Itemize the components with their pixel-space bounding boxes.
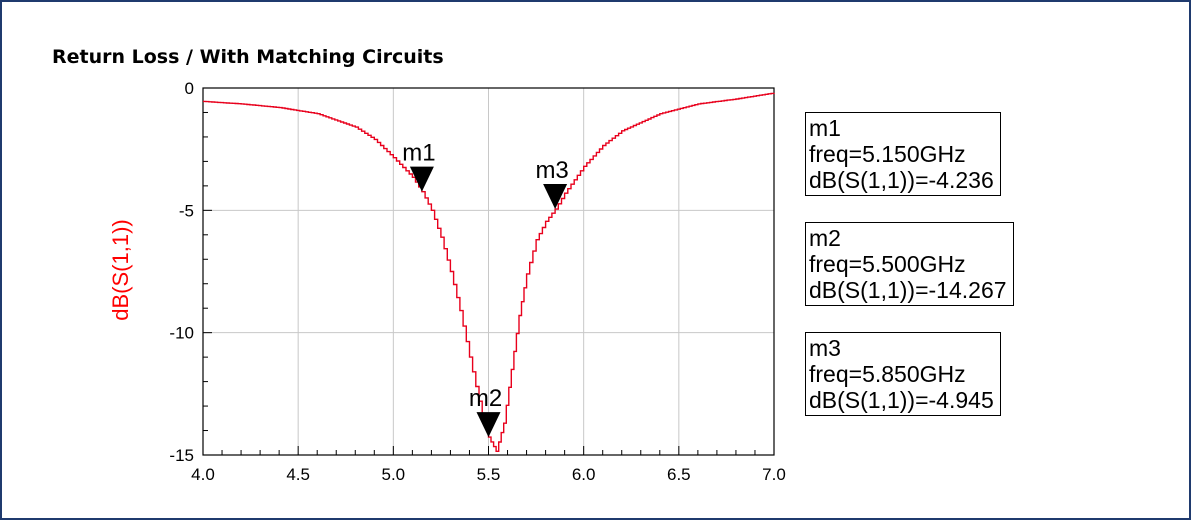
marker-layer: m1 m2 m3 [402,140,569,438]
marker-freq: freq=5.500GHz [809,251,966,277]
marker-box-m2: m2 freq=5.500GHz dB(S(1,1))=-14.267 [805,222,1014,306]
y-tick-label: -15 [169,446,194,465]
y-tick-label: -10 [169,324,194,343]
marker-label: m2 [469,385,502,412]
marker-box-m3: m3 freq=5.850GHz dB(S(1,1))=-4.945 [805,332,1001,416]
x-tick-label: 4.5 [286,465,310,484]
marker-triangle [476,412,501,438]
x-tick-label: 6.5 [667,465,691,484]
marker-name: m2 [809,225,841,251]
marker-freq: freq=5.850GHz [809,361,966,387]
marker-triangle [409,166,434,192]
chart-title: Return Loss / With Matching Circuits [52,46,444,68]
return-loss-curve [203,92,775,452]
x-tick-label: 5.5 [477,465,501,484]
marker-value: dB(S(1,1))=-4.945 [809,387,994,413]
x-tick-label: 4.0 [191,465,215,484]
y-tick-label: -5 [179,201,194,220]
marker-value: dB(S(1,1))=-4.236 [809,167,994,193]
marker-label: m3 [535,157,568,184]
marker-value: dB(S(1,1))=-14.267 [809,277,1007,303]
x-tick-label: 6.0 [572,465,596,484]
marker-name: m1 [809,115,841,141]
marker-box-m1: m1 freq=5.150GHz dB(S(1,1))=-4.236 [805,112,1001,196]
marker-freq: freq=5.150GHz [809,141,966,167]
marker-triangle [543,183,568,209]
marker-name: m3 [809,335,841,361]
y-tick-label: 0 [185,79,194,98]
curve-layer [203,92,775,452]
x-tick-label: 5.0 [382,465,406,484]
x-tick-label: 7.0 [762,465,786,484]
marker-label: m1 [402,140,435,167]
axes: 4.0 4.5 5.0 5.5 6.0 6.5 7.0 0 -5 -10 -15 [169,79,785,484]
